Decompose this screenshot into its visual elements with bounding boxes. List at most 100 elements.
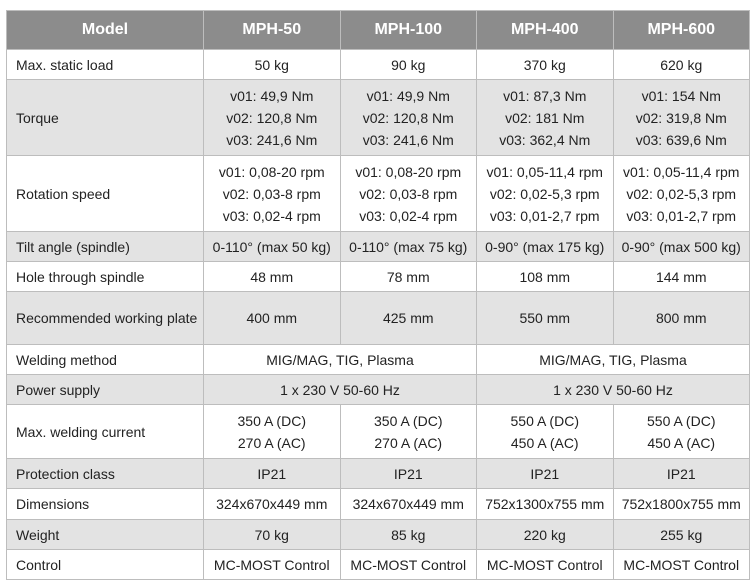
value-cell: MC-MOST Control [612,549,750,580]
value-line: v02: 0,03-8 rpm [359,185,458,202]
row-welding-method: Welding method MIG/MAG, TIG, Plasma MIG/… [6,344,750,375]
row-power-supply: Power supply 1 x 230 V 50-60 Hz 1 x 230 … [6,374,750,405]
row-hole-spindle: Hole through spindle 48 mm 78 mm 108 mm … [6,261,750,292]
value-line: v02: 181 Nm [505,109,585,126]
value-cell: MIG/MAG, TIG, Plasma [203,344,477,375]
value-cell: 70 kg [203,519,341,550]
value-cell: v01: 0,05-11,4 rpm v02: 0,02-5,3 rpm v03… [612,155,750,232]
row-dimensions: Dimensions 324x670x449 mm 324x670x449 mm… [6,488,750,520]
value-line: 270 A (AC) [374,434,443,451]
row-welding-current: Max. welding current 350 A (DC) 270 A (A… [6,404,750,459]
value-cell: v01: 87,3 Nm v02: 181 Nm v03: 362,4 Nm [476,79,614,156]
value-cell: 550 A (DC) 450 A (AC) [476,404,614,459]
value-cell: 1 x 230 V 50-60 Hz [203,374,477,405]
value-cell: 255 kg [612,519,750,550]
row-static-load: Max. static load 50 kg 90 kg 370 kg 620 … [6,49,750,80]
value-line: v01: 49,9 Nm [230,87,314,104]
value-cell: 85 kg [339,519,477,550]
label-welding-method: Welding method [6,344,204,375]
value-line: v02: 120,8 Nm [226,109,318,126]
value-line: v01: 0,08-20 rpm [218,163,325,180]
value-cell: v01: 0,08-20 rpm v02: 0,03-8 rpm v03: 0,… [203,155,341,232]
header-mph-400: MPH-400 [476,10,614,50]
value-cell: 108 mm [476,261,614,292]
value-cell: 0-110° (max 75 kg) [339,231,477,262]
label-tilt-angle: Tilt angle (spindle) [6,231,204,262]
label-dimensions: Dimensions [6,488,204,520]
value-cell: 370 kg [476,49,614,80]
label-hole-spindle: Hole through spindle [6,261,204,292]
label-static-load: Max. static load [6,49,204,80]
label-torque: Torque [6,79,204,156]
value-cell: MC-MOST Control [203,549,341,580]
value-cell: MC-MOST Control [339,549,477,580]
value-cell: 752x1300x755 mm [476,488,614,520]
value-cell: IP21 [339,458,477,489]
value-line: v01: 49,9 Nm [366,87,450,104]
value-line: v03: 0,01-2,7 rpm [489,207,600,224]
value-line: v03: 0,02-4 rpm [359,207,458,224]
header-row: Model MPH-50 MPH-100 MPH-400 MPH-600 [6,10,750,50]
header-mph-600: MPH-600 [612,10,750,50]
label-protection-class: Protection class [6,458,204,489]
value-cell: v01: 49,9 Nm v02: 120,8 Nm v03: 241,6 Nm [203,79,341,156]
value-cell: IP21 [476,458,614,489]
row-weight: Weight 70 kg 85 kg 220 kg 255 kg [6,519,750,550]
value-cell: 78 mm [339,261,477,292]
value-line: 350 A (DC) [374,412,443,429]
value-cell: 144 mm [612,261,750,292]
value-line: v02: 0,03-8 rpm [222,185,321,202]
value-line: v03: 0,01-2,7 rpm [626,207,737,224]
label-weight: Weight [6,519,204,550]
value-line: v03: 362,4 Nm [499,131,591,148]
value-cell: 0-110° (max 50 kg) [203,231,341,262]
label-rotation-speed: Rotation speed [6,155,204,232]
header-mph-100: MPH-100 [339,10,477,50]
value-cell: 324x670x449 mm [339,488,477,520]
value-cell: 220 kg [476,519,614,550]
value-line: v01: 0,05-11,4 rpm [623,163,740,180]
value-cell: 425 mm [339,291,477,345]
label-control: Control [6,549,204,580]
value-cell: 800 mm [612,291,750,345]
row-protection-class: Protection class IP21 IP21 IP21 IP21 [6,458,750,489]
row-rotation-speed: Rotation speed v01: 0,08-20 rpm v02: 0,0… [6,155,750,232]
value-cell: 0-90° (max 175 kg) [476,231,614,262]
row-control: Control MC-MOST Control MC-MOST Control … [6,549,750,580]
value-line: v02: 319,8 Nm [635,109,727,126]
value-line: v03: 241,6 Nm [362,131,454,148]
label-welding-current: Max. welding current [6,404,204,459]
row-torque: Torque v01: 49,9 Nm v02: 120,8 Nm v03: 2… [6,79,750,156]
value-cell: 1 x 230 V 50-60 Hz [476,374,750,405]
value-cell: IP21 [203,458,341,489]
row-working-plate: Recommended working plate 400 mm 425 mm … [6,291,750,345]
label-power-supply: Power supply [6,374,204,405]
value-line: v01: 0,05-11,4 rpm [486,163,603,180]
value-cell: 752x1800x755 mm [612,488,750,520]
header-mph-50: MPH-50 [203,10,341,50]
value-cell: 90 kg [339,49,477,80]
value-line: v02: 0,02-5,3 rpm [626,185,737,202]
value-line: 350 A (DC) [237,412,306,429]
value-cell: v01: 0,08-20 rpm v02: 0,03-8 rpm v03: 0,… [339,155,477,232]
header-model: Model [6,10,204,50]
value-cell: 50 kg [203,49,341,80]
value-cell: v01: 0,05-11,4 rpm v02: 0,02-5,3 rpm v03… [476,155,614,232]
value-line: v03: 639,6 Nm [635,131,727,148]
value-line: v01: 0,08-20 rpm [355,163,462,180]
value-line: v03: 241,6 Nm [226,131,318,148]
value-cell: 48 mm [203,261,341,292]
value-cell: MIG/MAG, TIG, Plasma [476,344,750,375]
value-line: 270 A (AC) [237,434,306,451]
value-cell: 550 A (DC) 450 A (AC) [612,404,750,459]
value-line: 550 A (DC) [647,412,716,429]
value-cell: 350 A (DC) 270 A (AC) [339,404,477,459]
spec-table: Model MPH-50 MPH-100 MPH-400 MPH-600 Max… [6,10,750,580]
row-tilt-angle: Tilt angle (spindle) 0-110° (max 50 kg) … [6,231,750,262]
label-working-plate: Recommended working plate [6,291,204,345]
value-line: v03: 0,02-4 rpm [222,207,321,224]
value-line: 450 A (AC) [510,434,579,451]
value-cell: v01: 49,9 Nm v02: 120,8 Nm v03: 241,6 Nm [339,79,477,156]
value-line: v01: 87,3 Nm [503,87,587,104]
value-cell: 324x670x449 mm [203,488,341,520]
